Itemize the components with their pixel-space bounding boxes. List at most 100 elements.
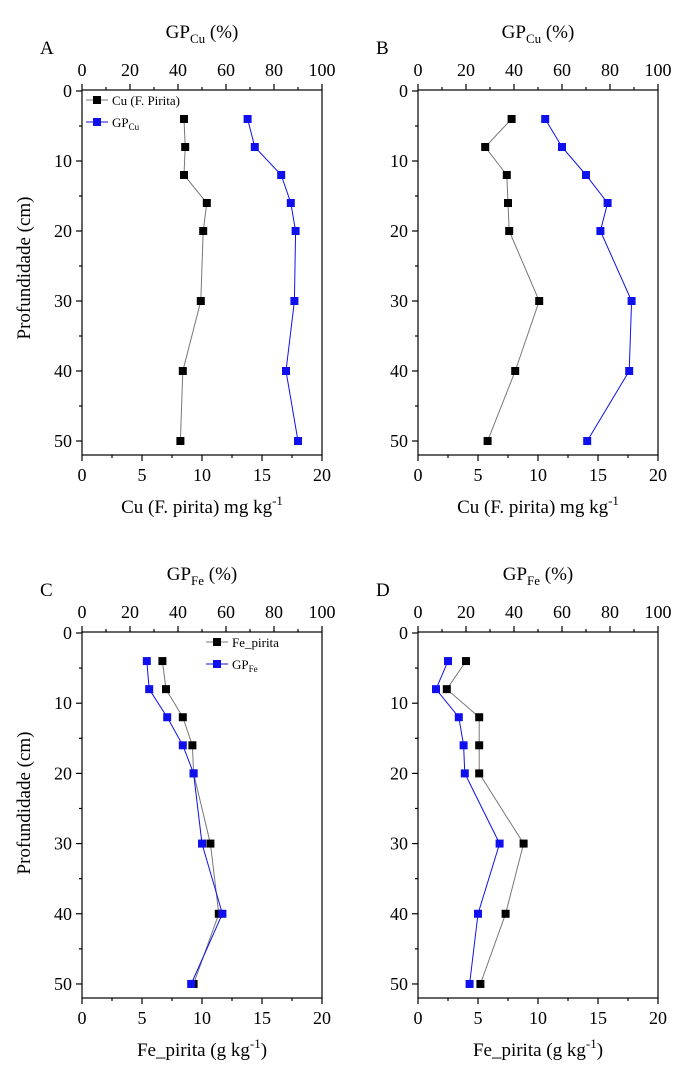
chart-b-y-tick-label: 0 <box>399 81 408 101</box>
chart-b-x-bottom-tick-label: 15 <box>589 465 607 485</box>
chart-a-series-1-point <box>243 115 252 123</box>
chart-b-bottom-axis-title-main: Cu (F. pirita) mg kg <box>457 497 608 518</box>
chart-a-series-0-point <box>178 367 187 375</box>
chart-d-x-top-tick-label: 100 <box>645 602 672 622</box>
chart-a-y-tick-label: 0 <box>63 81 72 101</box>
chart-c-top-axis-title-main: GP <box>167 564 191 585</box>
chart-c-legend-label: GPFe <box>232 657 258 674</box>
chart-d-series-1-point <box>495 839 504 848</box>
chart-c-y-tick-label: 20 <box>54 763 72 783</box>
chart-a-x-top-tick-label: 60 <box>217 60 235 80</box>
chart-c-x-top-tick-label: 100 <box>309 602 336 622</box>
chart-d-series-0-point <box>475 713 484 722</box>
chart-d-series-1-point <box>460 769 469 778</box>
chart-b-series-0-point <box>483 437 492 445</box>
chart-d-series-1-point <box>459 741 468 750</box>
chart-b-x-top-tick-label: 80 <box>601 60 619 80</box>
chart-b-series-1-point <box>582 171 590 179</box>
chart-b-x-top-tick-label: 60 <box>553 60 571 80</box>
chart-c-series-1-point <box>163 713 172 722</box>
chart-c-x-bottom-tick-label: 15 <box>253 1008 271 1028</box>
chart-b-series-0-point <box>481 143 490 151</box>
chart-b-plot-frame <box>417 89 659 456</box>
chart-c-series-0-point <box>178 713 187 722</box>
chart-b-x-top-tick-label: 40 <box>505 60 523 80</box>
chart-c-top-axis-title-rest: (%) <box>204 564 237 585</box>
chart-c-x-top-tick-label: 40 <box>169 602 187 622</box>
chart-a-top-axis-title-rest: (%) <box>205 22 238 43</box>
chart-a-x-bottom-tick-label: 20 <box>313 465 331 485</box>
chart-b-series-1-point <box>603 199 612 207</box>
chart-a-x-bottom-tick-label: 5 <box>138 465 147 485</box>
chart-d-series-1-point <box>474 909 482 918</box>
chart-a-top-axis-title: GPCu (%) <box>166 22 239 46</box>
chart-a-series-1-point <box>291 227 300 235</box>
chart-a-legend-label-main: Cu (F. Pirita) <box>112 93 180 108</box>
chart-c-series-0-point <box>188 741 197 750</box>
chart-b-series-0-point <box>535 297 544 305</box>
chart-c-series-1-point <box>142 657 151 666</box>
chart-c-x-bottom-tick-label: 10 <box>193 1008 211 1028</box>
chart-c-legend-label-main: GP <box>232 657 249 672</box>
chart-d-x-top-tick-label: 80 <box>601 602 619 622</box>
chart-b-x-top-tick-label: 20 <box>457 60 475 80</box>
chart-b-x-bottom-tick-label: 20 <box>649 465 667 485</box>
chart-a-series-0-line <box>179 118 208 442</box>
chart-c-series-0-point <box>158 657 167 666</box>
chart-b-y-tick-label: 30 <box>390 291 408 311</box>
chart-c-legend-label-main: Fe_pirita <box>232 635 279 650</box>
chart-b-series-1-point <box>596 227 605 235</box>
chart-a-top-axis-title-sub: Cu <box>190 31 206 46</box>
chart-d-x-bottom-tick-label: 0 <box>414 1008 423 1028</box>
chart-c-x-bottom-tick-label: 20 <box>313 1008 331 1028</box>
chart-b-x-top-tick-label: 100 <box>645 60 672 80</box>
chart-c-legend-marker <box>213 660 221 668</box>
chart-b-x-bottom-tick-label: 0 <box>414 465 423 485</box>
chart-c-series-0-point <box>206 839 215 848</box>
chart-c-y-tick-label: 0 <box>63 623 72 643</box>
chart-d-series-1-point <box>465 979 474 988</box>
chart-d-bottom-axis-title: Fe_pirita (g kg-1) <box>473 1036 603 1061</box>
chart-a-bottom-axis-title: Cu (F. pirita) mg kg-1 <box>121 493 283 518</box>
chart-c-series-1-point <box>178 741 187 750</box>
chart-a-series-1-point <box>286 199 295 207</box>
chart-c-bottom-axis-title-main: Fe_pirita (g kg <box>137 1040 250 1061</box>
chart-d-series-1-point <box>432 685 440 694</box>
chart-b-series-1-point <box>558 143 566 151</box>
chart-d-bottom-axis-title-main: Fe_pirita (g kg <box>473 1040 586 1061</box>
chart-d-bottom-axis-title-rest: ) <box>597 1040 603 1061</box>
chart-d-x-bottom-tick-label: 20 <box>649 1008 667 1028</box>
chart-b-series-1-line <box>544 118 633 442</box>
chart-d-y-tick-label: 40 <box>390 904 408 924</box>
chart-a-y-tick-label: 40 <box>54 361 72 381</box>
chart-c-x-top-tick-label: 80 <box>265 602 283 622</box>
chart-a-x-top-tick-label: 100 <box>309 60 336 80</box>
chart-b-series-0-point <box>504 199 512 207</box>
chart-c-series-1-point <box>218 909 227 918</box>
chart-c-series-1-point <box>189 769 198 778</box>
chart-a-series-1-point <box>282 367 290 375</box>
chart-b-top-axis-title-main: GP <box>502 22 526 43</box>
chart-d-x-bottom-tick-label: 10 <box>529 1008 547 1028</box>
chart-d-series-1-point <box>454 713 463 722</box>
chart-b-x-top-tick-label: 0 <box>414 60 423 80</box>
chart-c-y-tick-label: 40 <box>54 904 72 924</box>
chart-b-x-bottom-tick-label: 5 <box>474 465 483 485</box>
chart-b-top-axis-title-sub: Cu <box>526 31 542 46</box>
chart-d-series-1-line <box>435 660 501 985</box>
chart-a-x-top-tick-label: 0 <box>78 60 87 80</box>
chart-d-top-axis-title-rest: (%) <box>540 564 573 585</box>
chart-a-series-1-point <box>277 171 286 179</box>
chart-a-legend-marker <box>93 118 101 126</box>
chart-a-x-top-tick-label: 80 <box>265 60 283 80</box>
chart-b-y-tick-label: 50 <box>390 431 408 451</box>
chart-a-x-top-tick-label: 20 <box>121 60 139 80</box>
chart-d-x-bottom-tick-label: 15 <box>589 1008 607 1028</box>
chart-a-series-0-point <box>176 437 185 445</box>
chart-a-series-0-point <box>180 171 188 179</box>
chart-a-x-bottom-tick-label: 0 <box>78 465 87 485</box>
chart-c-panel-letter: C <box>40 580 53 601</box>
chart-c-x-bottom-tick-label: 5 <box>138 1008 147 1028</box>
chart-c-top-axis-title: GPFe (%) <box>167 564 238 588</box>
